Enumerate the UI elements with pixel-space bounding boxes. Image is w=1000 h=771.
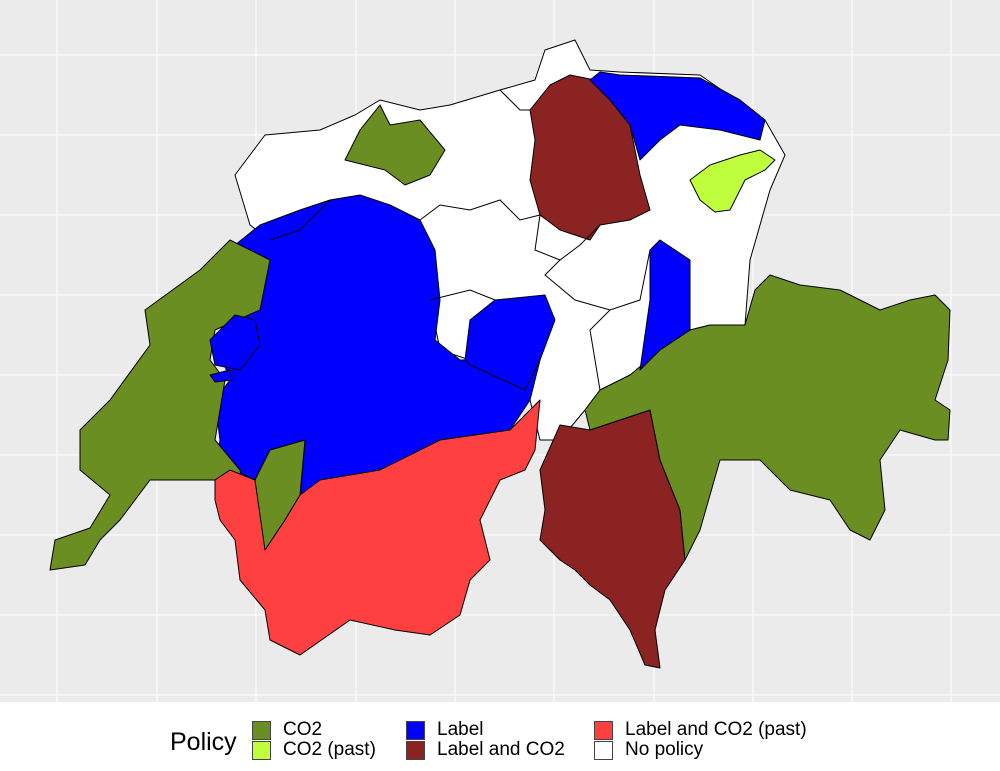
canton-region — [584, 274, 951, 561]
canton-region — [689, 149, 776, 213]
legend-swatch — [594, 720, 613, 740]
canton-region — [464, 294, 556, 391]
legend-item-label: Label — [406, 719, 484, 740]
canton-border — [589, 309, 611, 391]
canton-border — [269, 199, 331, 241]
legend-item-no-policy: No policy — [594, 739, 703, 760]
legend-swatch — [406, 740, 425, 760]
legend-item-co2: CO2 — [252, 719, 322, 740]
legend-item-label-and-co2-past: Label and CO2 (past) — [594, 719, 807, 740]
canton-region — [49, 239, 306, 571]
legend-title: Policy — [170, 728, 237, 756]
canton-regions — [49, 39, 951, 669]
canton-region — [214, 399, 541, 656]
legend-item-label-and-co2: Label and CO2 — [406, 739, 565, 760]
canton-region — [589, 71, 766, 161]
legend-swatch — [252, 740, 271, 760]
canton-border — [499, 89, 530, 111]
legend-swatch — [594, 740, 613, 760]
legend-swatch — [406, 720, 425, 740]
canton-region — [344, 104, 446, 186]
canton-border — [429, 289, 496, 301]
canton-region — [209, 314, 261, 371]
canton-border — [419, 199, 541, 221]
legend-swatch — [252, 720, 271, 740]
canton-region — [639, 239, 691, 371]
canton-border — [544, 249, 651, 311]
canton-region — [529, 74, 651, 241]
canton-region — [209, 369, 233, 383]
legend-item-co2-past: CO2 (past) — [252, 739, 376, 760]
